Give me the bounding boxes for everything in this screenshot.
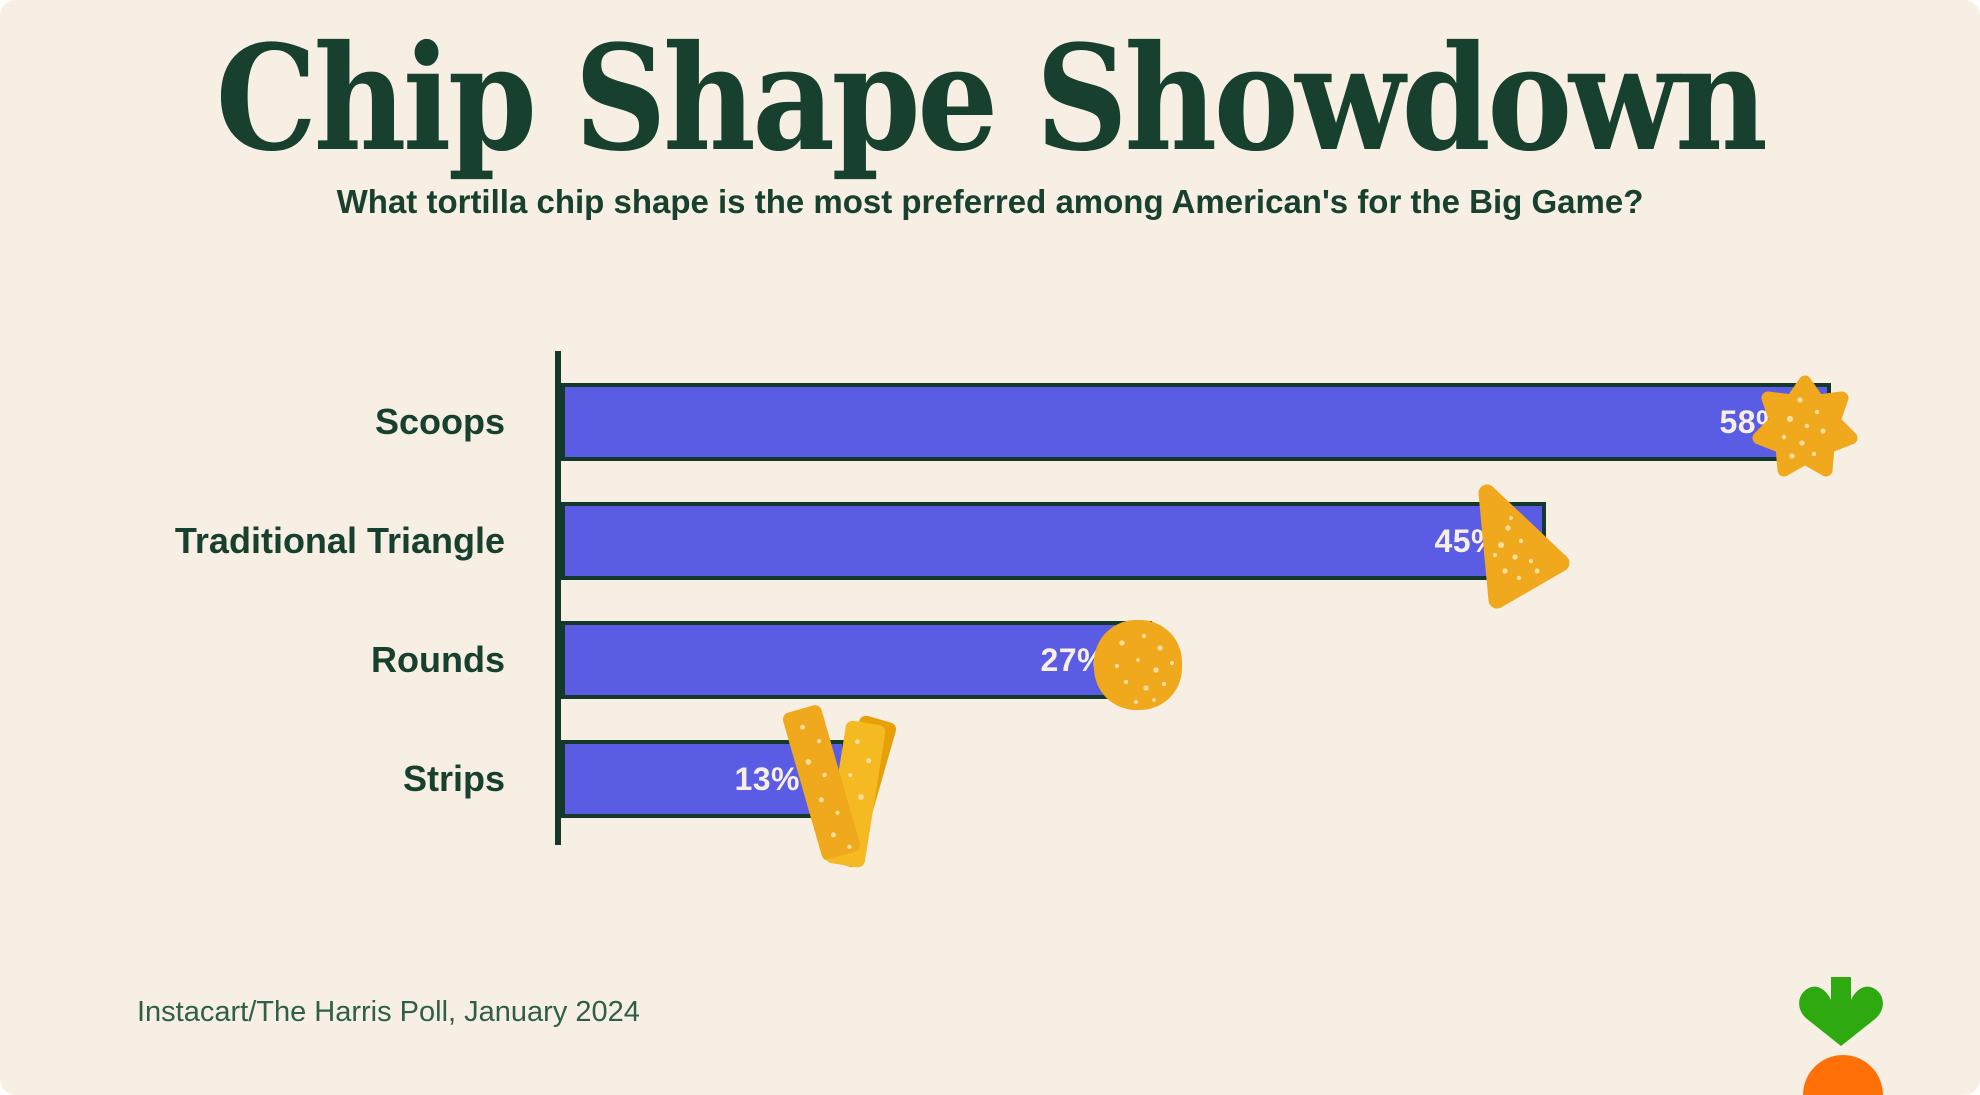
strips-chip-icon — [782, 705, 897, 868]
bar: 27% — [561, 620, 1182, 710]
bar-category-label: Rounds — [371, 639, 505, 680]
triangle-chip-icon — [1478, 484, 1570, 609]
bar-category-label: Strips — [402, 758, 505, 799]
bar-category-label: Scoops — [374, 401, 505, 442]
bar: 58% — [561, 375, 1858, 477]
bar-row: Scoops 58% — [0, 375, 1980, 477]
bar-category-label: Traditional Triangle — [174, 520, 505, 561]
source-citation: Instacart/The Harris Poll, January 2024 — [137, 996, 640, 1028]
bar-row: Rounds 27% — [0, 620, 1980, 710]
page-title: Chip Shape Showdown — [215, 14, 1768, 184]
y-axis-line — [555, 351, 561, 845]
bar: 13% — [561, 705, 897, 868]
bar: 45% — [561, 484, 1570, 609]
carrot-leaves-icon — [1799, 977, 1883, 1046]
bar-row: Strips 13% — [0, 705, 1980, 868]
round-chip-icon — [1094, 620, 1182, 710]
bar-value-label: 13% — [734, 760, 800, 797]
scoop-chip-icon — [1752, 375, 1858, 477]
page-subtitle: What tortilla chip shape is the most pre… — [336, 182, 1644, 220]
bar-row: Traditional Triangle 45% — [0, 484, 1980, 609]
